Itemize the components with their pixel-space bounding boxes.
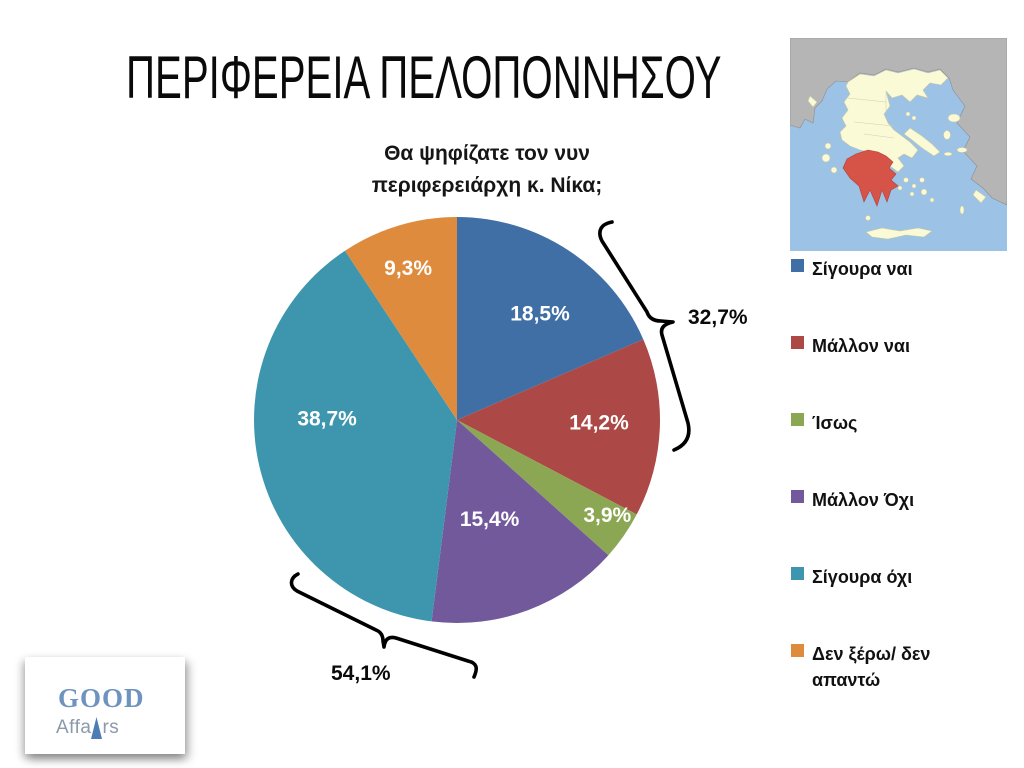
legend-swatch-icon [791, 490, 804, 503]
legend-label: Σίγουρα όχι [812, 567, 913, 587]
legend-item-2: Ίσως [791, 410, 981, 433]
logo-triangle-icon [91, 717, 103, 739]
chart-title-line2: περιφερειάρχη κ. Νίκα; [371, 173, 603, 197]
map-greece-land [807, 68, 987, 240]
pie-slice-value-label-3: 15,4% [460, 508, 520, 531]
bracket-label-no-total: 54,1% [331, 662, 391, 685]
pie-slice-1 [457, 339, 660, 515]
chart-legend: Σίγουρα ναι Μάλλον ναι Ίσως Μάλλον Όχι Σίγου… [791, 256, 981, 750]
bracket-label-yes-total: 32,7% [688, 306, 748, 329]
legend-swatch-icon [791, 336, 804, 349]
pie-slice-5 [345, 217, 457, 420]
legend-item-0: Σίγουρα ναι [791, 256, 981, 279]
good-affairs-logo: GOOD Affa rs [25, 657, 185, 754]
greece-map-svg [789, 37, 1008, 251]
legend-swatch-icon [791, 644, 804, 657]
legend-label: Δεν ξέρω/ δεν απαντώ [812, 644, 931, 691]
legend-item-3: Μάλλον Όχι [791, 487, 981, 510]
map-neighbor-land [789, 37, 1008, 206]
pie-slice-value-label-2: 3,9% [583, 504, 631, 527]
logo-affairs-prefix: Affa [56, 717, 92, 738]
page-title: ΠΕΡΙΦΕΡΕΙΑ ΠΕΛΟΠΟΝΝΗΣΟΥ [126, 44, 722, 111]
pie-slice-value-label-4: 38,7% [297, 408, 357, 431]
pie-slice-value-label-5: 9,3% [384, 257, 432, 280]
chart-title: Θα ψηφίζατε τον νυν περιφερειάρχη κ. Νίκ… [277, 138, 697, 201]
legend-item-5: Δεν ξέρω/ δεν απαντώ [791, 641, 981, 693]
map-internal-borders [847, 91, 895, 139]
legend-label: Σίγουρα ναι [812, 259, 913, 279]
pie-slice-3 [431, 420, 609, 623]
greece-map [789, 37, 1008, 251]
bracket-bottom [289, 572, 479, 679]
chart-title-line1: Θα ψηφίζατε τον νυν [384, 142, 590, 165]
legend-item-4: Σίγουρα όχι [791, 564, 981, 587]
pie-slice-2 [457, 420, 637, 556]
pie-slice-labels: 18,5% 14,2% 3,9% 15,4% 38,7% 9,3% [297, 257, 631, 531]
pie-chart: 18,5% 14,2% 3,9% 15,4% 38,7% 9,3% [254, 217, 691, 679]
legend-label: Μάλλον ναι [812, 336, 910, 356]
legend-label: Ίσως [812, 413, 858, 433]
legend-item-1: Μάλλον ναι [791, 333, 981, 356]
legend-swatch-icon [791, 413, 804, 426]
pie-slice-value-label-1: 14,2% [569, 412, 629, 435]
logo-affairs-suffix: rs [102, 717, 120, 738]
legend-swatch-icon [791, 567, 804, 580]
pie-slice-0 [457, 217, 644, 420]
pie-slice-value-label-0: 18,5% [510, 302, 570, 325]
bracket-right [598, 220, 691, 452]
logo-word-affairs: Affa rs [56, 711, 119, 739]
logo-word-good: GOOD [58, 683, 145, 713]
legend-swatch-icon [791, 259, 804, 272]
legend-label: Μάλλον Όχι [812, 490, 915, 510]
map-region-peloponnese [842, 149, 899, 207]
pie-slice-4 [254, 250, 457, 622]
pie-slices [254, 217, 660, 623]
